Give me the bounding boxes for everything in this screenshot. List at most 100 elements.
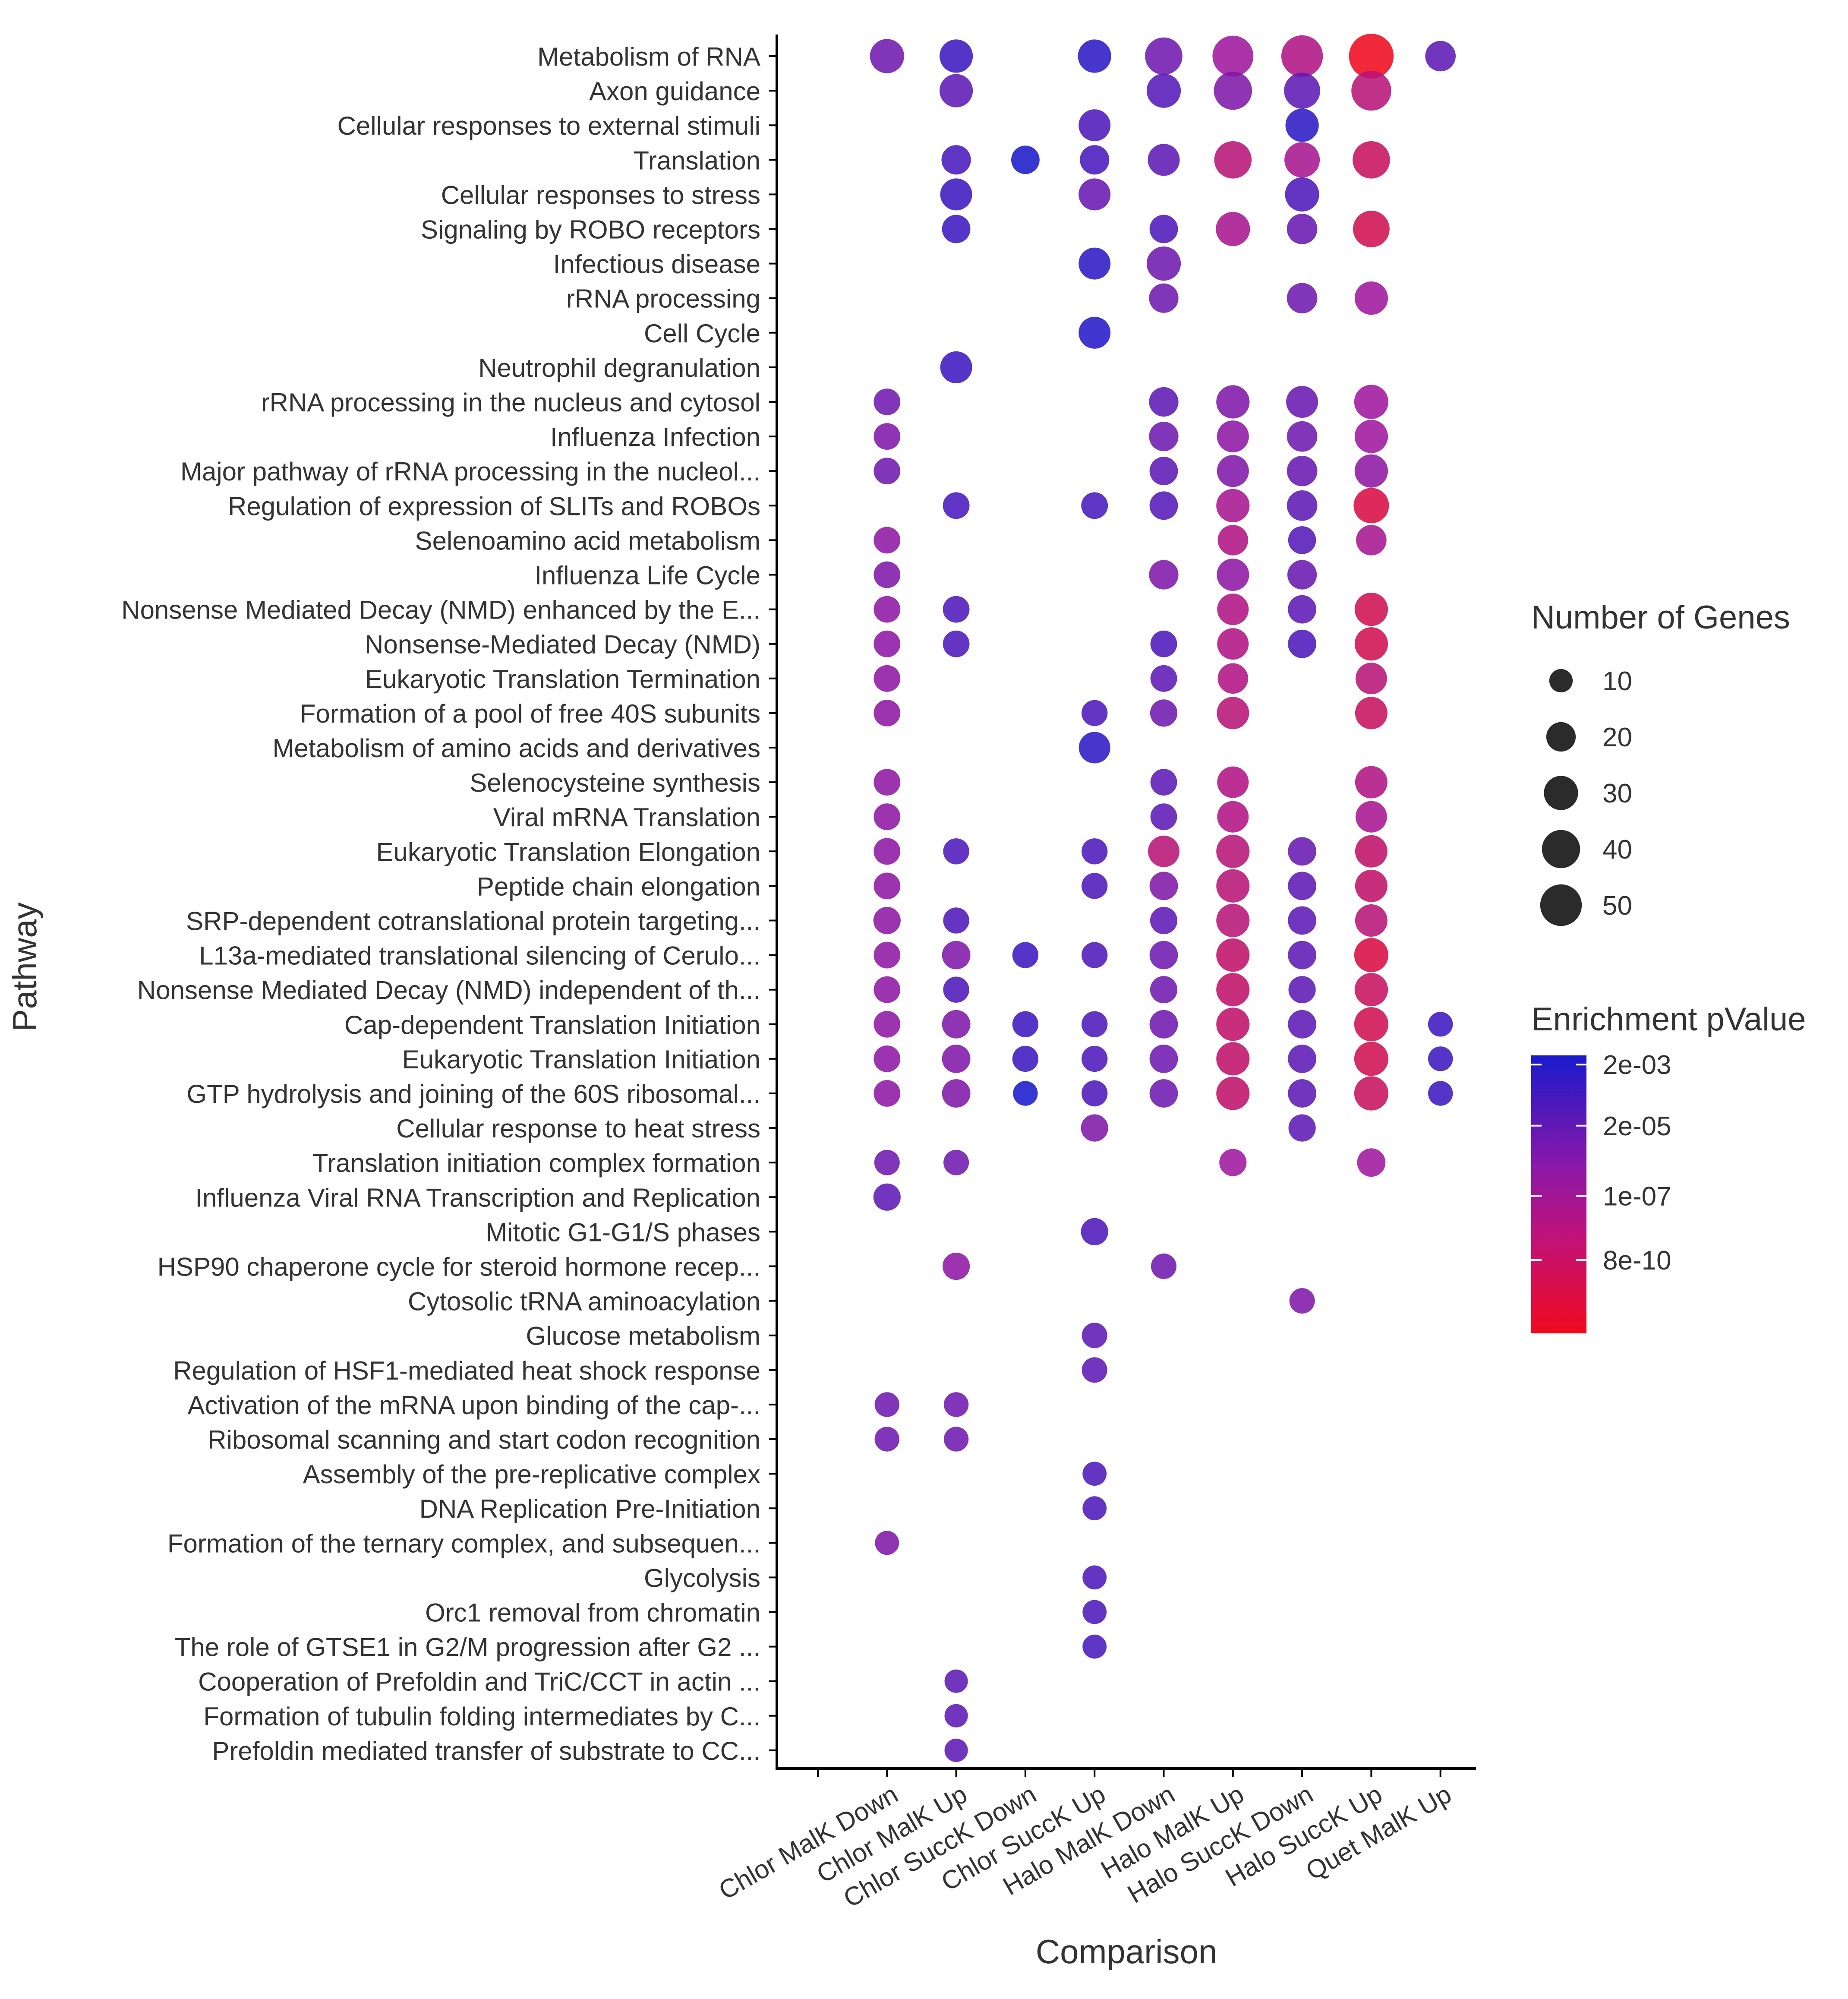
size-legend-title: Number of Genes (1531, 599, 1790, 636)
data-point (1217, 594, 1249, 625)
size-legend-label: 40 (1602, 835, 1632, 865)
data-point (1354, 973, 1388, 1007)
size-legend-label: 50 (1602, 891, 1632, 921)
data-point (1150, 769, 1177, 796)
y-tick-label: Formation of tubulin folding intermediat… (203, 1702, 760, 1731)
y-tick-label: Influenza Life Cycle (534, 561, 760, 590)
data-point (1082, 1565, 1107, 1590)
data-point (1353, 488, 1389, 524)
data-point (1145, 37, 1183, 75)
y-tick-label: Assembly of the pre-replicative complex (303, 1460, 760, 1489)
data-point (1081, 1218, 1108, 1245)
y-tick-label: Mitotic G1-G1/S phases (486, 1218, 760, 1247)
data-point (1149, 1079, 1178, 1108)
data-point (1149, 560, 1179, 590)
data-point (940, 178, 972, 211)
data-point (1354, 1076, 1388, 1111)
data-point (874, 976, 901, 1003)
y-tick-label: Major pathway of rRNA processing in the … (180, 457, 760, 486)
data-point (1082, 1045, 1108, 1072)
data-points (870, 34, 1456, 1762)
data-point (874, 423, 901, 450)
data-point (1149, 872, 1178, 900)
size-legend-label: 20 (1602, 723, 1632, 752)
data-point (1289, 1288, 1315, 1314)
data-point (1149, 387, 1179, 417)
data-point (1285, 108, 1319, 142)
data-point (1349, 34, 1394, 79)
data-point (1150, 976, 1178, 1004)
data-point (1011, 145, 1040, 174)
data-point (943, 596, 970, 623)
data-point (1080, 145, 1110, 175)
data-point (1214, 141, 1252, 179)
data-point (875, 1531, 899, 1555)
data-point (942, 1079, 971, 1108)
data-point (1353, 141, 1390, 179)
data-point (874, 561, 901, 588)
x-axis-ticks (817, 1768, 1441, 1777)
data-point (1354, 627, 1388, 661)
data-point (1082, 1600, 1107, 1624)
y-tick-label: Prefoldin mediated transfer of substrate… (212, 1737, 760, 1765)
y-tick-label: Orc1 removal from chromatin (425, 1598, 760, 1627)
data-point (874, 388, 901, 415)
y-tick-label: Viral mRNA Translation (493, 803, 760, 832)
data-point (1288, 629, 1317, 658)
data-point (1355, 904, 1388, 937)
data-point (873, 906, 901, 935)
data-point (1356, 525, 1387, 556)
data-point (1354, 1042, 1388, 1076)
data-point (1082, 1323, 1107, 1348)
y-tick-label: Cell Cycle (644, 319, 760, 348)
data-point (1286, 386, 1318, 418)
data-point (1357, 1148, 1386, 1177)
data-point (1082, 700, 1108, 726)
data-point (1150, 699, 1178, 727)
data-point (943, 907, 969, 934)
data-point (1288, 941, 1317, 969)
data-point (1079, 732, 1110, 764)
data-point (1216, 212, 1250, 246)
data-point (944, 1704, 968, 1727)
y-tick-label: Metabolism of RNA (537, 42, 760, 71)
data-point (1285, 177, 1319, 212)
data-point (943, 492, 970, 519)
data-point (1012, 942, 1039, 968)
data-point (940, 351, 972, 383)
data-point (1217, 663, 1249, 694)
data-point (1355, 697, 1388, 729)
data-point (1216, 1042, 1250, 1076)
data-point (1288, 526, 1316, 554)
data-point (1287, 421, 1318, 452)
y-axis-ticks (769, 55, 777, 1751)
data-point (943, 1427, 969, 1452)
data-point (943, 1392, 969, 1417)
data-point (940, 39, 973, 73)
size-legend-key (1549, 669, 1573, 693)
y-axis-tick-labels: Metabolism of RNA Axon guidance Cellular r… (121, 42, 760, 1765)
y-tick-label: rRNA processing in the nucleus and cytos… (261, 388, 760, 417)
data-point (1354, 454, 1388, 488)
data-point (1082, 1496, 1107, 1521)
data-point (943, 1150, 969, 1175)
data-point (1217, 559, 1249, 591)
data-point (1081, 492, 1108, 519)
data-point (1281, 35, 1323, 77)
data-point (1354, 420, 1388, 453)
y-tick-label: L13a-mediated translational silencing of… (199, 941, 760, 970)
y-tick-label: Nonsense Mediated Decay (NMD) independen… (137, 976, 760, 1005)
y-tick-label: Infectious disease (553, 250, 760, 279)
y-tick-label: Formation of a pool of free 40S subunits (300, 699, 760, 728)
y-tick-label: Cytosolic tRNA aminoacylation (408, 1287, 760, 1316)
data-point (870, 39, 904, 73)
data-point (1079, 316, 1111, 349)
data-point (1351, 70, 1391, 111)
data-point (942, 1045, 971, 1073)
y-tick-label: Glucose metabolism (526, 1322, 760, 1351)
data-point (1288, 1079, 1317, 1108)
data-point (874, 596, 901, 623)
data-point (1149, 215, 1178, 243)
data-point (1149, 283, 1179, 313)
